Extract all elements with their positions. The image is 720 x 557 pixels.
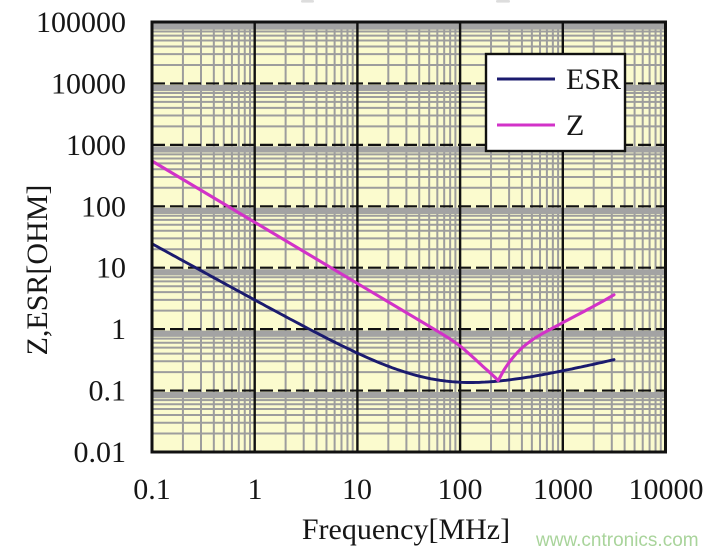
- svg-text:1000: 1000: [533, 473, 593, 506]
- svg-text:1: 1: [111, 313, 126, 346]
- svg-text:0.1: 0.1: [89, 375, 127, 408]
- svg-text:10: 10: [342, 473, 372, 506]
- svg-text:100000: 100000: [36, 6, 126, 39]
- svg-text:1000: 1000: [66, 129, 126, 162]
- svg-text:www.cntronics.com: www.cntronics.com: [535, 530, 699, 551]
- svg-text:10000: 10000: [51, 67, 126, 100]
- svg-text:Frequency[MHz]: Frequency[MHz]: [302, 513, 510, 546]
- svg-text:0.01: 0.01: [74, 436, 127, 469]
- svg-text:100: 100: [438, 473, 483, 506]
- svg-text:Z: Z: [566, 109, 584, 142]
- svg-text:ESR: ESR: [566, 63, 621, 96]
- svg-text:0.1: 0.1: [133, 473, 171, 506]
- svg-text:1: 1: [248, 473, 263, 506]
- svg-text:Z,ESR[OHM]: Z,ESR[OHM]: [21, 185, 54, 356]
- svg-text:10000: 10000: [629, 473, 704, 506]
- svg-text:100: 100: [81, 190, 126, 223]
- svg-text:10: 10: [96, 252, 126, 285]
